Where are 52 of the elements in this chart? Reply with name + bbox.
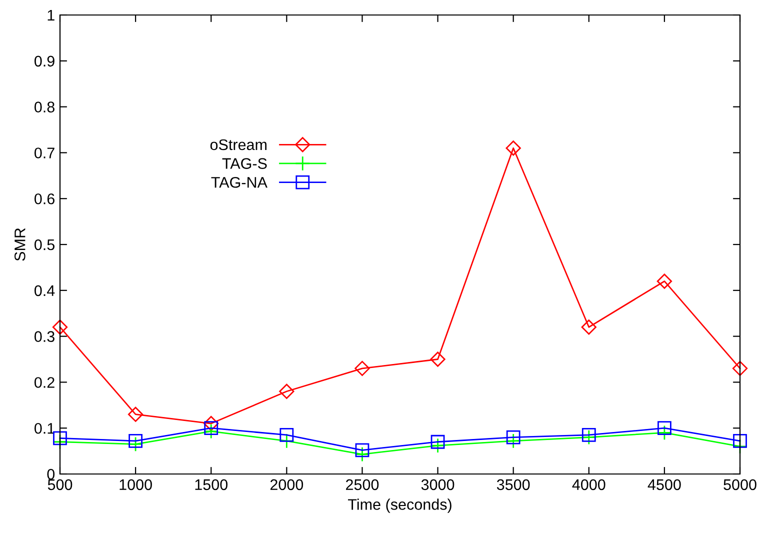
y-tick-label: 0.4 xyxy=(34,285,55,296)
point xyxy=(355,443,370,458)
x-tick-label: 500 xyxy=(48,479,72,490)
point xyxy=(204,421,218,436)
point xyxy=(506,140,521,156)
x-tick-label: 2500 xyxy=(346,479,379,490)
y-tick-label: 0.6 xyxy=(34,193,54,204)
legend-label: TAG-NA xyxy=(211,176,268,188)
y-tick-label: 0.8 xyxy=(34,102,54,112)
point xyxy=(506,433,521,449)
x-tick-label: 4500 xyxy=(648,479,681,490)
point xyxy=(430,438,446,454)
point xyxy=(733,434,747,448)
point xyxy=(581,320,596,335)
y-tick-label: 0.1 xyxy=(34,422,54,434)
point xyxy=(128,436,144,452)
y-axis-title: SMR xyxy=(14,228,26,261)
x-axis-title: Time (seconds) xyxy=(348,498,452,513)
y-tick-label: 0.7 xyxy=(34,148,54,158)
x-tick-label: 1000 xyxy=(120,479,152,490)
point xyxy=(128,406,144,422)
point xyxy=(279,384,294,399)
point xyxy=(732,360,748,376)
y-tick-label: 0.3 xyxy=(34,331,54,342)
point xyxy=(656,425,672,440)
point xyxy=(280,428,294,442)
point xyxy=(128,434,142,448)
point xyxy=(354,446,370,462)
point xyxy=(354,360,370,376)
point xyxy=(581,430,597,445)
y-tick-label: 0.2 xyxy=(34,377,54,388)
point xyxy=(582,428,596,442)
point xyxy=(430,434,445,449)
legend-label: oStream xyxy=(210,139,266,150)
x-tick-label: 2000 xyxy=(270,479,304,490)
point xyxy=(53,431,67,446)
y-tick-label: 0 xyxy=(47,468,55,480)
point xyxy=(658,421,672,436)
point xyxy=(203,424,219,439)
x-tick-label: 5000 xyxy=(724,479,756,490)
y-tick-label: 1 xyxy=(48,10,54,21)
y-tick-label: 0.9 xyxy=(34,56,54,67)
x-tick-label: 3000 xyxy=(421,479,454,490)
y-tick-label: 0.5 xyxy=(34,239,54,250)
legend-label: TAG-S xyxy=(222,158,267,169)
x-tick-label: 1500 xyxy=(195,479,228,490)
x-tick-label: 4000 xyxy=(572,479,606,490)
point xyxy=(506,430,520,444)
point xyxy=(430,352,446,367)
point xyxy=(656,274,672,289)
point xyxy=(204,416,219,432)
x-tick-label: 3500 xyxy=(496,479,530,490)
